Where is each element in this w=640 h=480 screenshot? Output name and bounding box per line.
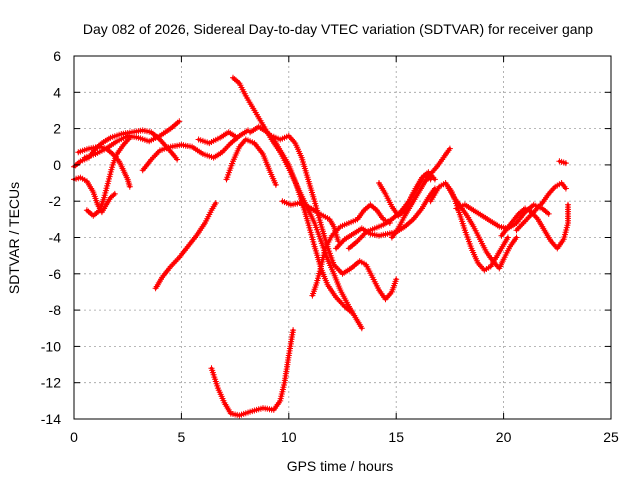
series-plus-markers	[556, 158, 569, 167]
series-plus-markers	[152, 200, 219, 292]
x-tick-label: 5	[178, 429, 186, 445]
series-plus-markers	[247, 123, 355, 315]
series-arc-14	[279, 198, 342, 245]
series-arc-21	[444, 183, 520, 272]
chart-title: Day 082 of 2026, Sidereal Day-to-day VTE…	[83, 21, 593, 37]
series-arc-13	[268, 132, 400, 303]
series-plus-markers	[376, 172, 434, 219]
y-axis-label: SDTVAR / TECUs	[6, 182, 22, 294]
y-tick-label: -12	[41, 375, 61, 391]
y-tick-label: -2	[49, 193, 62, 209]
data-series	[71, 74, 571, 419]
series-arc-10	[223, 136, 279, 188]
series-arc-9	[208, 327, 297, 419]
x-tick-label: 0	[70, 429, 78, 445]
series-arc-7	[195, 129, 241, 147]
series-arc-19	[376, 172, 434, 219]
series-plus-markers	[208, 327, 297, 419]
y-tick-label: 6	[53, 48, 61, 64]
y-tick-label: 2	[53, 121, 61, 137]
series-plus-markers	[309, 201, 393, 299]
y-tick-label: 4	[53, 84, 61, 100]
y-tick-labels: -14 -12 -10 -8 -6 -4 -2 0 2 4 6	[41, 48, 61, 427]
series-plus-markers	[268, 132, 400, 303]
series-plus-markers	[444, 183, 520, 272]
series-arc-25	[556, 158, 569, 167]
grid-lines	[74, 56, 611, 419]
y-tick-label: -6	[49, 266, 62, 282]
y-tick-label: -8	[49, 302, 62, 318]
x-tick-label: 25	[603, 429, 619, 445]
series-plus-markers	[223, 136, 279, 188]
axis-ticks	[73, 55, 612, 420]
y-tick-label: -14	[41, 411, 61, 427]
x-tick-labels: 0 5 10 15 20 25	[70, 429, 619, 445]
series-plus-markers	[513, 180, 569, 234]
series-arc-8	[152, 200, 219, 292]
series-plus-markers	[83, 134, 133, 219]
series-plus-markers	[75, 143, 133, 190]
x-tick-label: 20	[496, 429, 512, 445]
series-plus-markers	[279, 198, 342, 245]
x-tick-label: 10	[281, 429, 297, 445]
y-tick-label: -4	[49, 230, 62, 246]
y-tick-label: 0	[53, 157, 61, 173]
series-arc-24	[513, 180, 569, 234]
y-tick-label: -10	[41, 338, 61, 354]
series-plus-markers	[195, 129, 241, 147]
x-axis-label: GPS time / hours	[287, 458, 394, 474]
series-arc-5	[83, 134, 133, 219]
series-arc-4	[75, 143, 133, 190]
x-tick-label: 15	[388, 429, 404, 445]
series-arc-15	[309, 201, 393, 299]
